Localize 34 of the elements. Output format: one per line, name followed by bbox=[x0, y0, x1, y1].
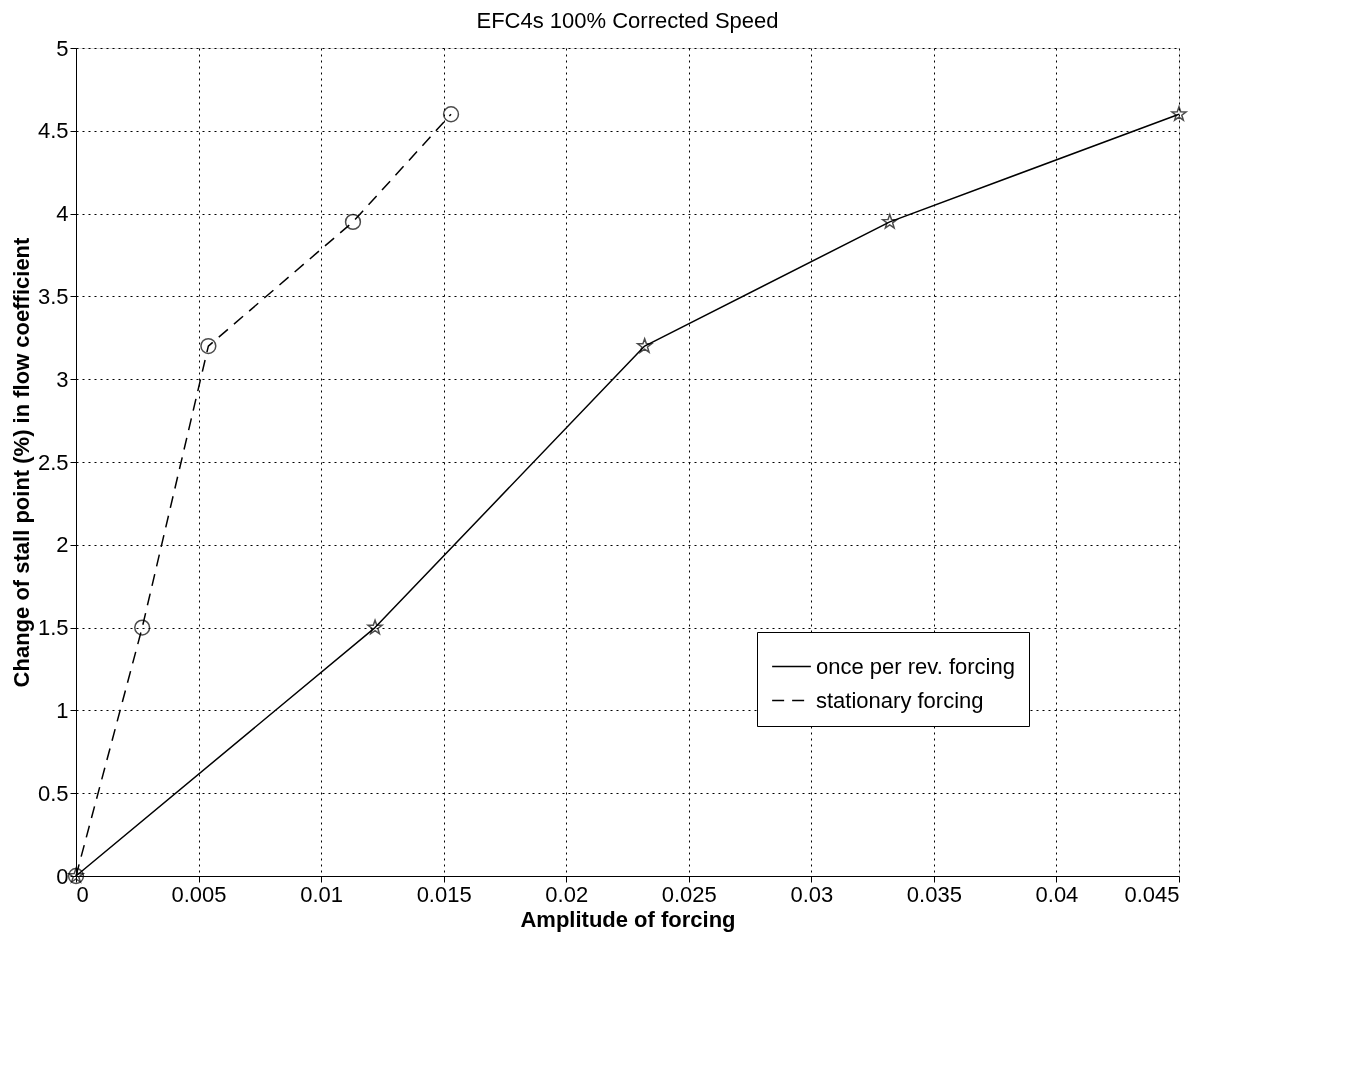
x-tick-label: 0.04 bbox=[1035, 881, 1079, 907]
point bbox=[134, 619, 151, 636]
point bbox=[636, 337, 653, 353]
legend-label: stationary forcing bbox=[816, 687, 984, 713]
y-tick-label: 0.5 bbox=[37, 780, 69, 806]
chart-title: EFC4s 100% Corrected Speed bbox=[476, 8, 779, 33]
point bbox=[200, 337, 217, 355]
y-tick-label: 5 bbox=[56, 35, 69, 61]
x-tick-label: 0 bbox=[76, 881, 89, 907]
x-tick-label: 0.03 bbox=[790, 881, 834, 907]
x-tick-label: 0.02 bbox=[545, 881, 589, 907]
legend-label: once per rev. forcing bbox=[816, 653, 1015, 679]
y-tick-label: 1 bbox=[56, 697, 69, 723]
y-tick-label: 1.5 bbox=[37, 615, 69, 641]
point bbox=[442, 106, 460, 123]
x-tick-label: 0.015 bbox=[416, 881, 472, 907]
y-tick-label: 4 bbox=[56, 201, 69, 227]
y-tick-label: 4.5 bbox=[37, 118, 69, 144]
y-tick-label: 0 bbox=[56, 863, 69, 889]
x-tick-label: 0.025 bbox=[661, 881, 717, 907]
y-tick-label: 3 bbox=[56, 366, 69, 392]
x-tick-label: 0.005 bbox=[171, 881, 227, 907]
y-tick-label: 2 bbox=[56, 532, 69, 558]
point bbox=[367, 619, 383, 635]
point bbox=[1171, 106, 1187, 121]
x-tick-label: 0.045 bbox=[1124, 881, 1180, 907]
point bbox=[344, 213, 362, 231]
x-axis-title: Amplitude of forcing bbox=[520, 906, 736, 932]
y-tick-label: 2.5 bbox=[37, 449, 69, 475]
point bbox=[881, 213, 898, 229]
y-axis-title: Change of stall point (%) in flow coefficient bbox=[8, 236, 34, 688]
x-tick-label: 0.01 bbox=[300, 881, 344, 907]
x-tick-label: 0.035 bbox=[906, 881, 962, 907]
y-tick-label: 3.5 bbox=[37, 283, 69, 309]
